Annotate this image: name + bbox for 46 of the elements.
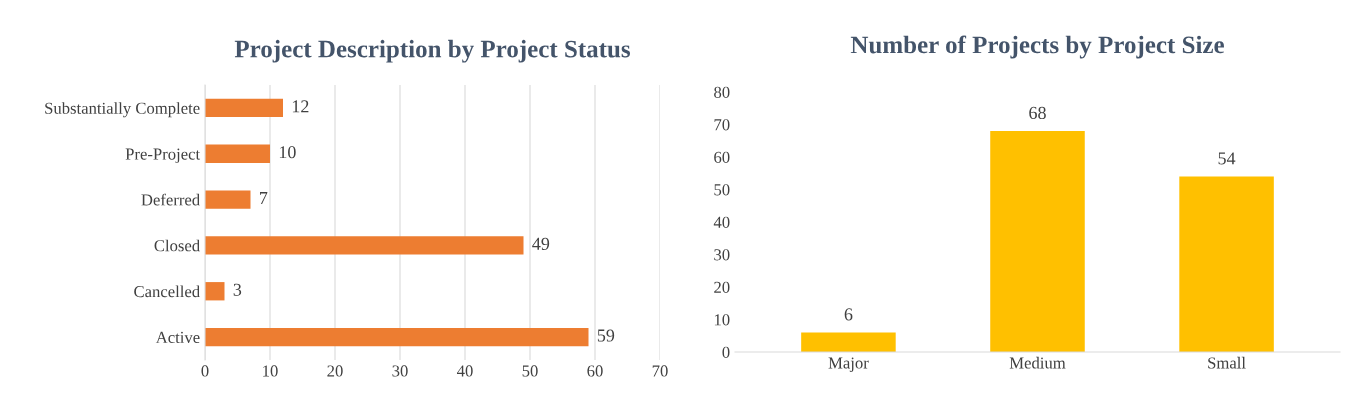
- y-tick-label: 40: [713, 216, 730, 228]
- bar: [205, 98, 283, 118]
- data-label: 59: [597, 329, 615, 342]
- data-label: 12: [292, 100, 309, 113]
- bar: [205, 144, 270, 163]
- bar: [205, 190, 251, 209]
- y-tick-label: 0: [722, 346, 730, 358]
- x-tick-label: 30: [392, 365, 408, 377]
- data-label: 54: [1218, 152, 1236, 165]
- y-tick-label: Pre-Project: [125, 148, 201, 164]
- bar: [205, 236, 524, 255]
- y-tick-label: Substantially Complete: [45, 102, 200, 118]
- y-tick-label: Closed: [154, 239, 200, 252]
- x-tick-label: Major: [828, 357, 869, 372]
- data-label: 7: [260, 192, 268, 204]
- x-tick-label: 60: [587, 365, 603, 377]
- data-label: 10: [279, 146, 296, 159]
- bar: [1179, 176, 1274, 352]
- y-tick-label: Deferred: [141, 193, 200, 206]
- data-label: 6: [844, 308, 853, 321]
- data-label: 49: [532, 237, 550, 250]
- x-tick-label: Small: [1208, 356, 1246, 369]
- x-tick-label: 0: [201, 365, 209, 377]
- x-tick-label: Medium: [1009, 356, 1066, 369]
- x-tick-label: 50: [522, 365, 538, 377]
- y-tick-label: 60: [714, 151, 730, 163]
- chart-title: Project Description by Project Status: [234, 39, 630, 63]
- y-tick-label: 30: [714, 249, 730, 261]
- y-tick-label: 10: [714, 314, 730, 326]
- y-tick-label: 80: [714, 86, 730, 98]
- bar: [990, 131, 1085, 352]
- x-tick-label: 10: [263, 365, 278, 377]
- y-tick-label: Cancelled: [134, 285, 200, 298]
- x-tick-label: 40: [456, 365, 473, 377]
- y-tick-label: 70: [714, 119, 730, 131]
- y-tick-label: 50: [714, 184, 730, 196]
- x-tick-label: 70: [652, 365, 668, 377]
- y-tick-label: Active: [155, 331, 200, 344]
- data-label: 68: [1029, 106, 1046, 119]
- bar: [205, 282, 225, 301]
- chart-title: Number of Projects by Project Size: [850, 35, 1224, 59]
- bar: [801, 332, 896, 352]
- x-tick-label: 20: [327, 365, 343, 377]
- data-label: 3: [233, 283, 242, 296]
- y-tick-label: 20: [714, 281, 730, 293]
- bar: [205, 327, 589, 347]
